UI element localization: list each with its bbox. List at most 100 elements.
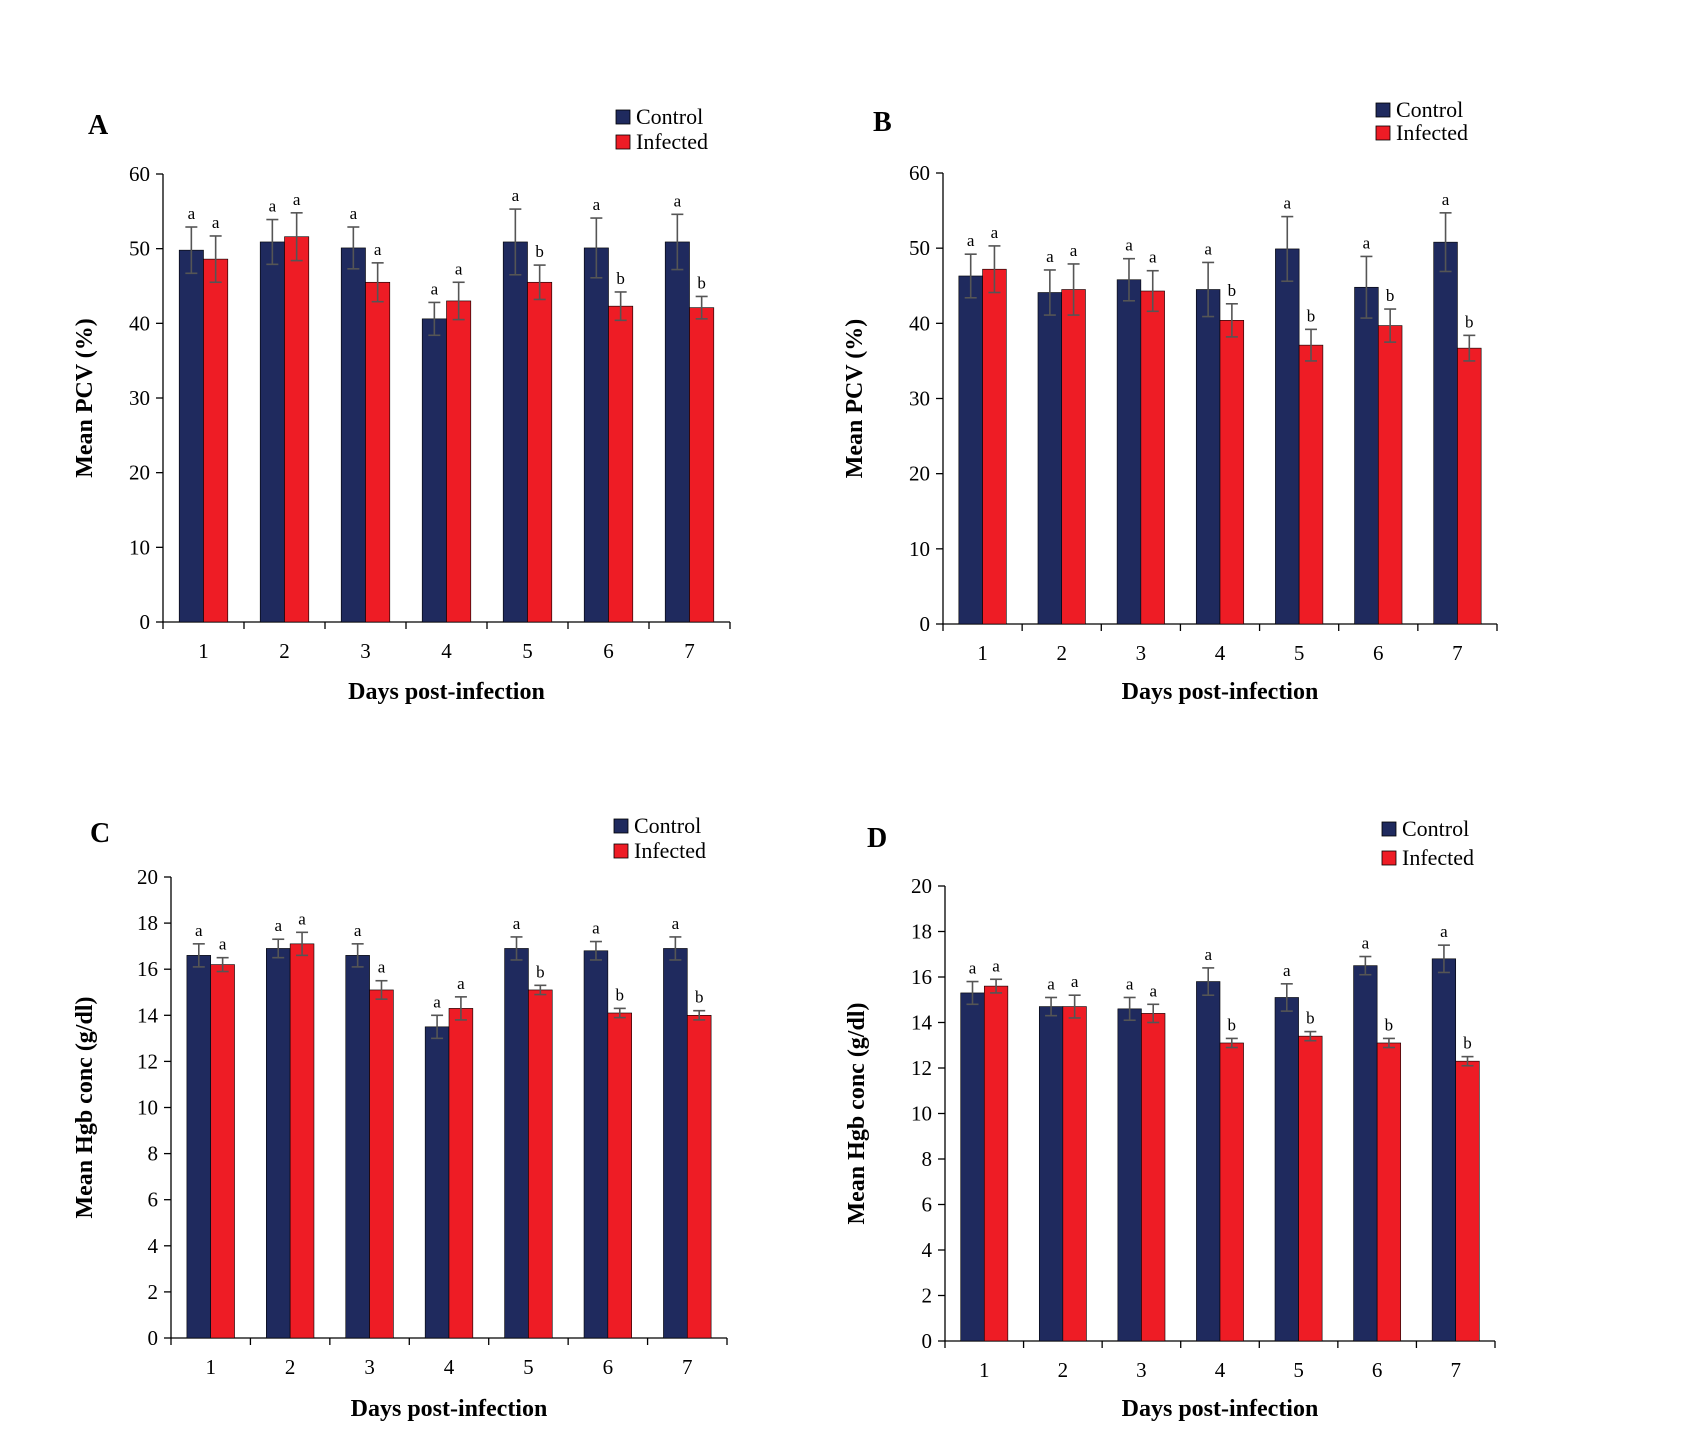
y-tick-label: 20 [129, 461, 150, 485]
bar-infected-day-2 [284, 236, 310, 623]
y-tick-label: 4 [922, 1238, 933, 1262]
significance-letter: a [1126, 974, 1134, 993]
significance-letter: b [616, 985, 625, 1004]
x-tick-label: 5 [522, 639, 533, 663]
bar-infected-day-2 [289, 943, 315, 1339]
significance-letter: a [274, 916, 282, 935]
bar-infected-day-5 [1298, 1035, 1323, 1342]
panel-label: C [90, 818, 110, 849]
legend-label-infected: Infected [636, 129, 708, 154]
significance-letter: a [219, 935, 227, 954]
x-tick-label: 1 [198, 639, 209, 663]
bar-infected-day-3 [365, 281, 391, 623]
significance-letter: a [1362, 934, 1370, 953]
bar-control-day-4 [421, 318, 447, 623]
bar-infected-day-1 [982, 268, 1007, 625]
bar-control-day-2 [259, 241, 285, 623]
bar-infected-day-3 [369, 989, 394, 1339]
bar-control-day-5 [502, 241, 528, 623]
y-tick-label: 8 [148, 1142, 159, 1166]
bar-control-day-6 [583, 247, 609, 623]
y-tick-label: 16 [137, 957, 158, 981]
significance-letter: a [455, 259, 463, 278]
significance-letter: a [1442, 190, 1450, 209]
y-tick-label: 30 [909, 387, 930, 411]
x-tick-label: 6 [1372, 1358, 1383, 1382]
significance-letter: a [969, 959, 977, 978]
bar-control-day-1 [178, 249, 204, 623]
significance-letter: a [967, 231, 975, 250]
bar-control-day-5 [1275, 248, 1300, 625]
y-tick-label: 20 [911, 874, 932, 898]
significance-letter: a [1283, 961, 1291, 980]
panel-label: D [867, 823, 887, 854]
bar-infected-day-7 [1455, 1060, 1480, 1342]
legend-swatch-infected [1375, 125, 1391, 141]
y-tick-label: 60 [129, 162, 150, 186]
x-tick-label: 2 [1056, 641, 1067, 665]
y-tick-label: 50 [129, 237, 150, 261]
bar-control-day-3 [340, 247, 366, 623]
bar-control-day-3 [345, 955, 370, 1339]
x-tick-label: 1 [205, 1355, 216, 1379]
legend-label-control: Control [636, 104, 703, 129]
x-tick-label: 7 [1450, 1358, 1461, 1382]
y-tick-label: 8 [922, 1147, 933, 1171]
significance-letter: a [1070, 241, 1078, 260]
bar-control-day-4 [424, 1026, 450, 1339]
y-tick-label: 40 [909, 311, 930, 335]
bar-infected-day-5 [527, 281, 553, 623]
significance-letter: a [298, 909, 306, 928]
y-tick-label: 12 [911, 1056, 932, 1080]
x-tick-label: 6 [603, 639, 614, 663]
x-tick-label: 7 [682, 1355, 693, 1379]
significance-letter: a [992, 956, 1000, 975]
y-tick-label: 10 [911, 1102, 932, 1126]
bar-infected-day-6 [1377, 325, 1403, 625]
bar-control-day-5 [1274, 997, 1299, 1342]
x-tick-label: 4 [1215, 1358, 1226, 1382]
significance-letter: a [1149, 248, 1157, 267]
y-tick-label: 14 [911, 1011, 933, 1035]
significance-letter: a [1204, 239, 1212, 258]
legend-swatch-control [613, 818, 629, 834]
bar-control-day-2 [266, 948, 291, 1339]
x-tick-label: 7 [1452, 641, 1463, 665]
y-axis-title: Mean PCV (%) [72, 318, 98, 478]
x-tick-label: 3 [364, 1355, 375, 1379]
bar-infected-day-1 [203, 258, 229, 623]
significance-letter: a [374, 240, 382, 259]
y-tick-label: 30 [129, 386, 150, 410]
bar-control-day-4 [1195, 289, 1221, 625]
y-tick-label: 12 [137, 1049, 158, 1073]
significance-letter: a [1204, 945, 1212, 964]
significance-letter: b [1307, 306, 1316, 325]
y-tick-label: 0 [140, 610, 151, 634]
legend-label-control: Control [1396, 97, 1463, 122]
y-tick-label: 6 [922, 1193, 933, 1217]
x-axis-title: Days post-infection [1122, 1396, 1319, 1422]
y-tick-label: 6 [148, 1188, 159, 1212]
y-tick-label: 2 [922, 1284, 933, 1308]
bar-infected-day-1 [210, 964, 235, 1339]
significance-letter: a [1046, 247, 1054, 266]
significance-letter: a [1283, 194, 1291, 213]
bar-infected-day-4 [448, 1008, 474, 1339]
y-tick-label: 20 [909, 462, 930, 486]
bar-infected-day-4 [446, 300, 472, 623]
y-tick-label: 50 [909, 236, 930, 260]
y-tick-label: 4 [148, 1234, 159, 1258]
significance-letter: b [535, 242, 544, 261]
x-tick-label: 4 [444, 1355, 455, 1379]
x-tick-label: 2 [1058, 1358, 1069, 1382]
x-tick-label: 3 [1136, 641, 1147, 665]
significance-letter: a [1440, 922, 1448, 941]
x-tick-label: 1 [977, 641, 988, 665]
significance-letter: b [697, 273, 706, 292]
bar-control-day-7 [664, 241, 690, 623]
significance-letter: a [457, 974, 465, 993]
x-tick-label: 4 [1215, 641, 1226, 665]
significance-letter: b [1306, 1009, 1315, 1028]
